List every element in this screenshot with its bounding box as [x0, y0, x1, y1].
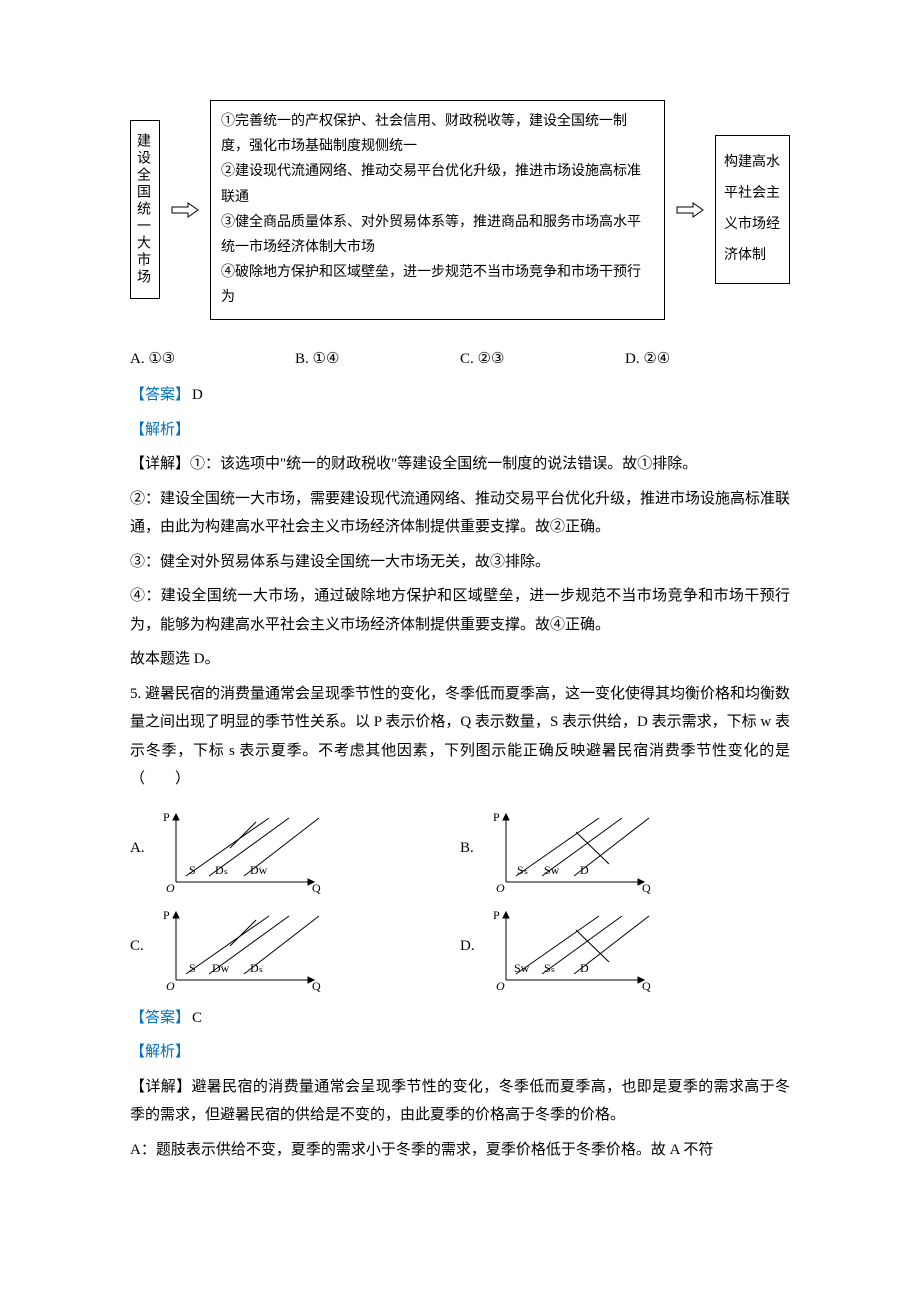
svg-text:O: O: [166, 881, 175, 894]
q4-detail-p1: 【详解】①：该选项中"统一的财政税收"等建设全国统一制度的说法错误。故①排除。: [130, 450, 790, 479]
flow-item-1: ①完善统一的产权保护、社会信用、财政税收等，建设全国统一制度，强化市场基础制度规…: [221, 109, 654, 159]
q4-analysis-label: 【解析】: [130, 416, 790, 445]
q5-graph-c: P Q O S Dᴡ Dₛ: [154, 902, 329, 992]
svg-text:Q: Q: [642, 979, 651, 992]
svg-text:Dₛ: Dₛ: [250, 961, 263, 975]
detail-label: 【详解】: [130, 456, 190, 472]
svg-text:Q: Q: [312, 881, 321, 894]
q5-stem: 5. 避暑民宿的消费量通常会呈现季节性的变化，冬季低而夏季高，这一变化使得其均衡…: [130, 680, 790, 794]
q5-detail-p1: 【详解】避暑民宿的消费量通常会呈现季节性的变化，冬季低而夏季高，也即是夏季的需求…: [130, 1073, 790, 1130]
svg-text:P: P: [163, 908, 170, 922]
q5-label-b: B.: [460, 834, 484, 863]
answer-label: 【答案】: [130, 1010, 190, 1026]
flow-diagram: 建设全国统一大市场 ①完善统一的产权保护、社会信用、财政税收等，建设全国统一制度…: [130, 100, 790, 320]
q5-graph-b: P Q O Sₛ Sᴡ D: [484, 804, 659, 894]
svg-text:P: P: [493, 810, 500, 824]
q5-answer: 【答案】C: [130, 1004, 790, 1033]
q5-detail-p2: A：题肢表示供给不变，夏季的需求小于冬季的需求，夏季价格低于冬季价格。故 A 不…: [130, 1136, 790, 1165]
q4-option-a: A. ①③: [130, 345, 295, 374]
q5-analysis-label: 【解析】: [130, 1038, 790, 1067]
q4-options-row: A. ①③ B. ①④ C. ②③ D. ②④: [130, 345, 790, 374]
svg-text:O: O: [166, 979, 175, 992]
answer-label: 【答案】: [130, 387, 190, 403]
flow-left-box: 建设全国统一大市场: [130, 120, 160, 299]
q4-option-d: D. ②④: [625, 345, 790, 374]
svg-text:D: D: [580, 961, 589, 975]
svg-text:Dᴡ: Dᴡ: [212, 961, 230, 975]
svg-text:S: S: [189, 961, 196, 975]
flow-item-2: ②建设现代流通网络、推动交易平台优化升级，推进市场设施高标准联通: [221, 159, 654, 209]
svg-text:Sᴡ: Sᴡ: [544, 863, 560, 877]
q4-option-c: C. ②③: [460, 345, 625, 374]
q5-label-a: A.: [130, 834, 154, 863]
q5-graph-grid: A. P Q O S Dₛ Dᴡ B.: [130, 800, 790, 996]
q5-graph-b-cell: B. P Q O Sₛ Sᴡ D: [460, 800, 790, 898]
flow-right-box: 构建高水平社会主义市场经济体制: [715, 135, 790, 284]
q4-detail-p2: ②：建设全国统一大市场，需要建设现代流通网络、推动交易平台优化升级，推进市场设施…: [130, 485, 790, 542]
q5-label-c: C.: [130, 932, 154, 961]
svg-text:Sᴡ: Sᴡ: [514, 961, 530, 975]
svg-text:O: O: [496, 881, 505, 894]
arrow-1-icon: [170, 200, 200, 220]
svg-text:Sₛ: Sₛ: [544, 961, 555, 975]
q5-answer-value: C: [192, 1010, 202, 1026]
flow-item-4: ④破除地方保护和区域壁垒，进一步规范不当市场竞争和市场干预行为: [221, 260, 654, 310]
svg-text:P: P: [493, 908, 500, 922]
q4-detail-p5: 故本题选 D。: [130, 645, 790, 674]
svg-text:P: P: [163, 810, 170, 824]
q5-graph-c-cell: C. P Q O S Dᴡ Dₛ: [130, 898, 460, 996]
q5-graph-d-cell: D. P Q O Sᴡ Sₛ D: [460, 898, 790, 996]
svg-text:O: O: [496, 979, 505, 992]
arrow-2-icon: [675, 200, 705, 220]
q5-graph-a-cell: A. P Q O S Dₛ Dᴡ: [130, 800, 460, 898]
svg-text:Dᴡ: Dᴡ: [250, 863, 268, 877]
detail-label: 【详解】: [130, 1079, 191, 1095]
q5-graph-a: P Q O S Dₛ Dᴡ: [154, 804, 329, 894]
q5-label-d: D.: [460, 932, 484, 961]
q5-graph-d: P Q O Sᴡ Sₛ D: [484, 902, 659, 992]
flow-middle-box: ①完善统一的产权保护、社会信用、财政税收等，建设全国统一制度，强化市场基础制度规…: [210, 100, 665, 320]
q4-option-b: B. ①④: [295, 345, 460, 374]
svg-text:D: D: [580, 863, 589, 877]
q4-detail-p4: ④：建设全国统一大市场，通过破除地方保护和区域壁垒，进一步规范不当市场竞争和市场…: [130, 582, 790, 639]
q4-answer-value: D: [192, 387, 203, 403]
svg-text:Dₛ: Dₛ: [215, 863, 228, 877]
svg-text:Q: Q: [642, 881, 651, 894]
q4-detail-p3: ③：健全对外贸易体系与建设全国统一大市场无关，故③排除。: [130, 548, 790, 577]
q4-answer: 【答案】D: [130, 381, 790, 410]
svg-text:Sₛ: Sₛ: [517, 863, 528, 877]
svg-text:Q: Q: [312, 979, 321, 992]
svg-text:S: S: [189, 863, 196, 877]
flow-item-3: ③健全商品质量体系、对外贸易体系等，推进商品和服务市场高水平统一市场经济体制大市…: [221, 210, 654, 260]
